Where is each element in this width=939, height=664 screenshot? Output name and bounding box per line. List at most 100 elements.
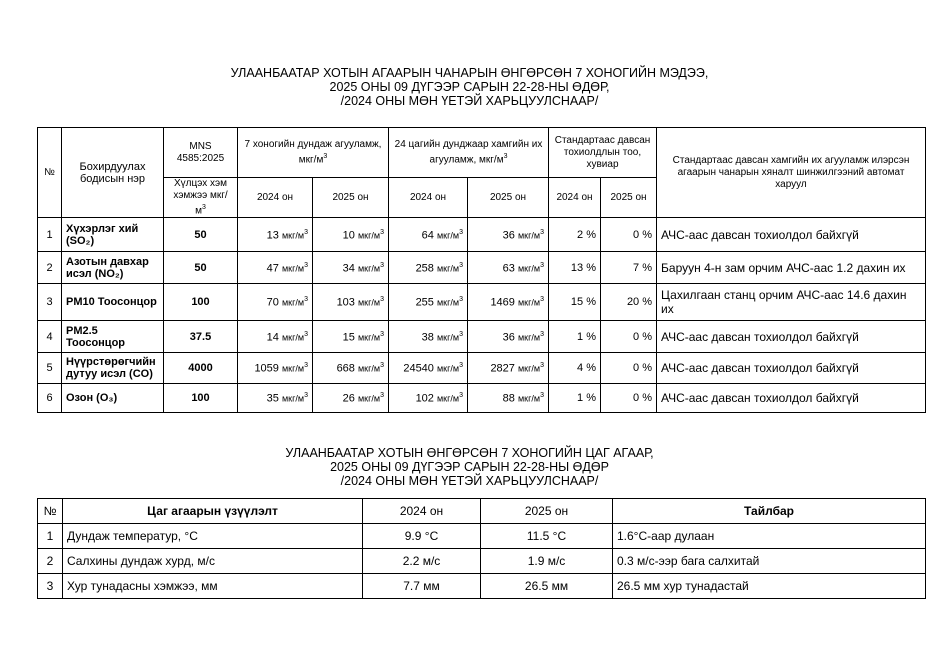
pollutant-name: PM10 Тоосонцор bbox=[61, 283, 164, 322]
exceedance-2025: 7 % bbox=[599, 251, 658, 285]
table-row: 6 Озон (O₃) 100 35 мкг/м3 26 мкг/м3 102 мкг/м… bbox=[37, 383, 926, 414]
header-year: 2024 он bbox=[388, 176, 468, 219]
limit-value: 50 bbox=[163, 251, 238, 285]
title-line: 2025 ОНЫ 09 ДҮГЭЭР САРЫН 22-28-НЫ ӨДӨР, bbox=[329, 80, 610, 94]
concentration-w25: 103 мкг/м3 bbox=[312, 283, 389, 322]
table-cell: 1.9 м/с bbox=[480, 548, 613, 574]
station-note: АЧС-аас давсан тохиолдол байхгүй bbox=[656, 217, 926, 253]
table-row: 1 Дундаж температур, °С 9.9 °С 11.5 °С 1.6°С… bbox=[37, 523, 926, 549]
exceedance-2025: 0 % bbox=[599, 217, 658, 253]
exceedance-2025: 20 % bbox=[599, 283, 658, 322]
concentration-d24: 38 мкг/м3 bbox=[388, 320, 468, 354]
table-row: 1 Хүхэрлэг хий (SO₂) 50 13 мкг/м3 10 мкг/м3 6… bbox=[37, 217, 926, 253]
concentration-d24: 64 мкг/м3 bbox=[388, 217, 468, 253]
concentration-d24: 255 мкг/м3 bbox=[388, 283, 468, 322]
limit-value: 4000 bbox=[163, 352, 238, 385]
table-cell: Салхины дундаж хурд, м/с bbox=[62, 548, 363, 574]
concentration-w25: 668 мкг/м3 bbox=[312, 352, 389, 385]
table-row: 2 Салхины дундаж хурд, м/с 2.2 м/с 1.9 м/с 0… bbox=[37, 548, 926, 574]
limit-value: 100 bbox=[163, 283, 238, 322]
header-year: 2025 он bbox=[599, 176, 658, 219]
table-cell: Дундаж температур, °С bbox=[62, 523, 363, 549]
concentration-w24: 1059 мкг/м3 bbox=[237, 352, 313, 385]
header-indicator: Цаг агаарын үзүүлэлт bbox=[62, 498, 363, 524]
row-number: 5 bbox=[37, 352, 62, 385]
concentration-w25: 26 мкг/м3 bbox=[312, 383, 389, 414]
table-row: 4 PM2.5 Тоосонцор 37.5 14 мкг/м3 15 мкг/м3 38… bbox=[37, 320, 926, 354]
concentration-w24: 13 мкг/м3 bbox=[237, 217, 313, 253]
header-exceedance: Стандартаас давсан тохиолдлын тоо, хувиа… bbox=[547, 127, 658, 178]
table-cell: 9.9 °С bbox=[362, 523, 481, 549]
table-cell: 1.6°С-аар дулаан bbox=[612, 523, 926, 549]
exceedance-2025: 0 % bbox=[599, 383, 658, 414]
table-cell: 7.7 мм bbox=[362, 573, 481, 599]
header-limit: Хүлцэх хэм хэмжээ мкг/м3 bbox=[163, 176, 238, 219]
concentration-d25: 36 мкг/м3 bbox=[467, 217, 549, 253]
station-note: АЧС-аас давсан тохиолдол байхгүй bbox=[656, 383, 926, 414]
title-line: УЛААНБААТАР ХОТЫН АГААРЫН ЧАНАРЫН ӨНГӨРС… bbox=[230, 66, 709, 80]
table-cell: 0.3 м/с-ээр бага салхитай bbox=[612, 548, 926, 574]
table-cell: 2 bbox=[37, 548, 63, 574]
exceedance-2025: 0 % bbox=[599, 352, 658, 385]
concentration-w24: 70 мкг/м3 bbox=[237, 283, 313, 322]
concentration-w25: 15 мкг/м3 bbox=[312, 320, 389, 354]
exceedance-2025: 0 % bbox=[599, 320, 658, 354]
concentration-d24: 24540 мкг/м3 bbox=[388, 352, 468, 385]
pollutant-name: Озон (O₃) bbox=[61, 383, 164, 414]
row-number: 2 bbox=[37, 251, 62, 285]
table-cell: 1 bbox=[37, 523, 63, 549]
concentration-d25: 63 мкг/м3 bbox=[467, 251, 549, 285]
header-year: 2024 он bbox=[548, 176, 601, 219]
table-cell: 3 bbox=[37, 573, 63, 599]
row-number: 6 bbox=[37, 383, 62, 414]
exceedance-2024: 15 % bbox=[548, 283, 601, 322]
header-weekly-avg: 7 хоногийн дундаж агууламж, мкг/м3 bbox=[237, 127, 389, 178]
header-no: № bbox=[37, 126, 62, 219]
station-note: Баруун 4-н зам орчим АЧС-аас 1.2 дахин и… bbox=[656, 251, 926, 285]
exceedance-2024: 4 % bbox=[548, 352, 601, 385]
weather-table: № Цаг агаарын үзүүлэлт 2024 он 2025 он Т… bbox=[37, 498, 926, 599]
concentration-w24: 35 мкг/м3 bbox=[237, 383, 313, 414]
title-line: 2025 ОНЫ 09 ДҮГЭЭР САРЫН 22-28-НЫ ӨДӨР bbox=[330, 460, 609, 474]
header-year: 2024 он bbox=[362, 498, 481, 524]
report-title-air-quality: УЛААНБААТАР ХОТЫН АГААРЫН ЧАНАРЫН ӨНГӨРС… bbox=[0, 66, 939, 108]
station-note: АЧС-аас давсан тохиолдол байхгүй bbox=[656, 320, 926, 354]
title-line: /2024 ОНЫ МӨН ҮЕТЭЙ ХАРЬЦУУЛСНААР/ bbox=[340, 474, 599, 488]
table-cell: Хур тунадасны хэмжээ, мм bbox=[62, 573, 363, 599]
report-title-weather: УЛААНБААТАР ХОТЫН ӨНГӨРСӨН 7 ХОНОГИЙН ЦА… bbox=[0, 446, 939, 488]
pollutant-name: Азотын давхар исэл (NO₂) bbox=[61, 251, 164, 285]
concentration-w24: 47 мкг/м3 bbox=[237, 251, 313, 285]
table-row: 5 Нүүрстөрөгчийн дутуу исэл (CO) 4000 1059 … bbox=[37, 352, 926, 385]
concentration-d25: 36 мкг/м3 bbox=[467, 320, 549, 354]
header-station: Стандартаас давсан хамгийн их агууламж и… bbox=[656, 126, 926, 219]
table-cell: 26.5 мм хур тунадастай bbox=[612, 573, 926, 599]
concentration-d25: 1469 мкг/м3 bbox=[467, 283, 549, 322]
table-row: 2 Азотын давхар исэл (NO₂) 50 47 мкг/м3 34 м… bbox=[37, 251, 926, 285]
exceedance-2024: 2 % bbox=[548, 217, 601, 253]
table-cell: 2.2 м/с bbox=[362, 548, 481, 574]
concentration-w25: 34 мкг/м3 bbox=[312, 251, 389, 285]
exceedance-2024: 13 % bbox=[548, 251, 601, 285]
table-row: 3 PM10 Тоосонцор 100 70 мкг/м3 103 мкг/м3 255… bbox=[37, 283, 926, 322]
header-pollutant: Бохирдуулах бодисын нэр bbox=[61, 126, 164, 219]
header-mns: MNS 4585:2025 bbox=[163, 127, 238, 178]
concentration-w25: 10 мкг/м3 bbox=[312, 217, 389, 253]
header-no: № bbox=[37, 498, 63, 524]
concentration-d25: 2827 мкг/м3 bbox=[467, 352, 549, 385]
concentration-d25: 88 мкг/м3 bbox=[467, 383, 549, 414]
pollutant-name: Хүхэрлэг хий (SO₂) bbox=[61, 217, 164, 253]
concentration-w24: 14 мкг/м3 bbox=[237, 320, 313, 354]
title-line: /2024 ОНЫ МӨН ҮЕТЭЙ ХАРЬЦУУЛСНААР/ bbox=[340, 94, 599, 108]
header-daily-max: 24 цагийн дунджаар хамгийн их агууламж, … bbox=[388, 127, 549, 178]
header-year: 2024 он bbox=[237, 176, 313, 219]
table-cell: 26.5 мм bbox=[480, 573, 613, 599]
exceedance-2024: 1 % bbox=[548, 383, 601, 414]
limit-value: 100 bbox=[163, 383, 238, 414]
limit-value: 50 bbox=[163, 217, 238, 253]
station-note: Цахилгаан станц орчим АЧС-аас 14.6 дахин… bbox=[656, 283, 926, 322]
table-row: 3 Хур тунадасны хэмжээ, мм 7.7 мм 26.5 мм 26… bbox=[37, 573, 926, 599]
limit-value: 37.5 bbox=[163, 320, 238, 354]
title-line: УЛААНБААТАР ХОТЫН ӨНГӨРСӨН 7 ХОНОГИЙН ЦА… bbox=[285, 446, 654, 460]
row-number: 4 bbox=[37, 320, 62, 354]
header-note: Тайлбар bbox=[612, 498, 926, 524]
